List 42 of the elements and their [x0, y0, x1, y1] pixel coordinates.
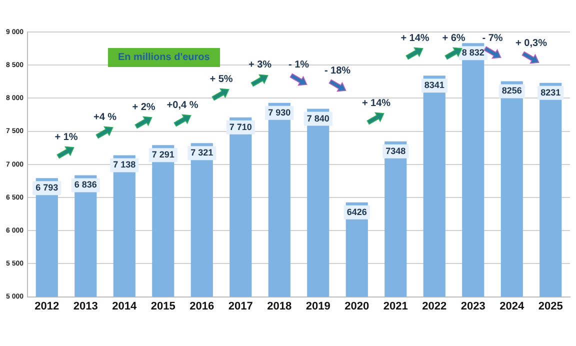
annotation: - 18% — [324, 66, 351, 77]
x-tick-label: 2018 — [267, 300, 292, 312]
annotation: - 1% — [288, 60, 310, 71]
data-label: 7 840 — [306, 113, 330, 124]
data-label: 6 793 — [36, 182, 58, 193]
annotation: + 14% — [362, 98, 391, 110]
annotation: + 6% — [442, 32, 466, 44]
data-label: 8 832 — [462, 48, 484, 58]
x-tick-label: 2017 — [228, 300, 253, 312]
data-label: 6426 — [346, 206, 367, 217]
annotation: + 14% — [400, 32, 430, 44]
annotation: + 0,3% — [516, 38, 548, 50]
text: En millions d'euros — [108, 48, 220, 67]
annotation: + 3% — [248, 60, 272, 71]
x-tick-label: 2020 — [344, 300, 370, 312]
data-label: 7 138 — [113, 160, 136, 170]
data-label: 6 836 — [74, 180, 97, 190]
annotation: + 1% — [54, 132, 78, 144]
data-label: 7 710 — [229, 122, 252, 132]
x-tick-label: 2021 — [383, 300, 408, 312]
x-tick-label: 2013 — [73, 300, 98, 312]
data-label: 8256 — [502, 86, 522, 96]
data-label: 7 930 — [268, 107, 291, 118]
annotation: + 2% — [132, 102, 156, 113]
data-label: 8341 — [424, 80, 444, 90]
x-tick-label: 2022 — [422, 300, 447, 312]
data-label: 8231 — [540, 87, 561, 98]
data-label: 7 291 — [152, 150, 174, 160]
x-tick-label: 2012 — [34, 300, 60, 312]
annotation: + 5% — [210, 74, 233, 86]
annotation: - 7% — [482, 32, 503, 44]
data-label: 7348 — [386, 146, 406, 156]
x-tick-label: 2023 — [460, 300, 486, 312]
x-tick-label: 2024 — [500, 300, 525, 312]
x-tick-label: 2015 — [150, 300, 176, 312]
x-tick-label: 2019 — [306, 300, 330, 312]
annotation: +0,4 % — [166, 100, 198, 111]
data-label: 7 321 — [190, 148, 214, 158]
x-tick-label: 2016 — [190, 300, 214, 312]
annotation: +4 % — [93, 112, 117, 124]
x-tick-label: 2025 — [538, 300, 563, 312]
x-tick-label: 2014 — [112, 300, 138, 312]
